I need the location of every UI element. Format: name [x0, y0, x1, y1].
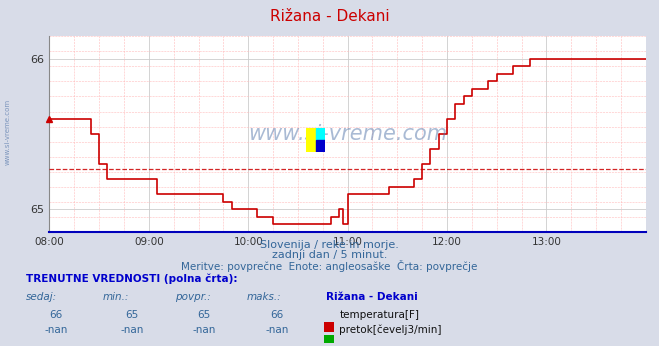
Text: TRENUTNE VREDNOSTI (polna črta):: TRENUTNE VREDNOSTI (polna črta): [26, 273, 238, 284]
Text: maks.:: maks.: [247, 292, 282, 302]
Text: 65: 65 [125, 310, 138, 320]
Text: 66: 66 [270, 310, 283, 320]
Text: pretok[čevelj3/min]: pretok[čevelj3/min] [339, 325, 442, 335]
Text: 66: 66 [49, 310, 63, 320]
Text: -nan: -nan [265, 325, 289, 335]
Bar [316, 128, 325, 140]
Text: zadnji dan / 5 minut.: zadnji dan / 5 minut. [272, 250, 387, 260]
Text: Slovenija / reke in morje.: Slovenija / reke in morje. [260, 240, 399, 251]
Text: Meritve: povprečne  Enote: angleosaške  Črta: povprečje: Meritve: povprečne Enote: angleosaške Čr… [181, 260, 478, 272]
Bar [316, 140, 325, 152]
Text: 65: 65 [198, 310, 211, 320]
Bar [306, 128, 316, 152]
Text: povpr.:: povpr.: [175, 292, 210, 302]
Text: www.si-vreme.com: www.si-vreme.com [5, 98, 11, 165]
Text: sedaj:: sedaj: [26, 292, 57, 302]
Text: Rižana - Dekani: Rižana - Dekani [326, 292, 418, 302]
Text: -nan: -nan [120, 325, 144, 335]
Text: min.:: min.: [102, 292, 129, 302]
Text: temperatura[F]: temperatura[F] [339, 310, 419, 320]
Text: www.si-vreme.com: www.si-vreme.com [248, 124, 447, 144]
Text: Rižana - Dekani: Rižana - Dekani [270, 9, 389, 24]
Text: -nan: -nan [44, 325, 68, 335]
Text: -nan: -nan [192, 325, 216, 335]
